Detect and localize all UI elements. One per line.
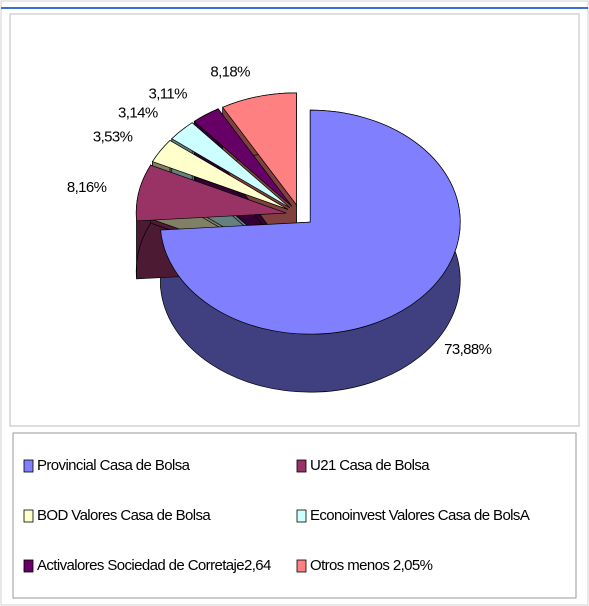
legend: Provincial Casa de Bolsa U21 Casa de Bols…: [23, 457, 530, 574]
pie-slice: [160, 109, 461, 335]
legend-swatch: [23, 459, 34, 473]
pie-slice: [171, 122, 291, 209]
legend-swatch: [23, 559, 34, 573]
pie-slice: [151, 140, 289, 210]
legend-swatch: [23, 509, 34, 523]
legend-label: BOD Valores Casa de Bolsa: [37, 507, 211, 524]
labels: 73,88% 8,16% 3,53% 3,14%3,11% 8,18%: [67, 64, 492, 358]
legend-label: Otros menos 2,05%: [310, 557, 433, 574]
legend-label: Provincial Casa de Bolsa: [37, 457, 191, 474]
value-label: 8,16%: [67, 179, 107, 196]
value-label: 8,18%: [210, 64, 250, 81]
legend-label: Econoinvest Valores Casa de BolsA: [310, 507, 530, 524]
value-label: 3,11%: [148, 86, 187, 103]
pie-slice: [193, 108, 293, 207]
value-label: 3,53%: [93, 129, 133, 146]
value-label: 73,88%: [444, 341, 492, 358]
legend-swatch: [296, 509, 307, 523]
legend-swatch: [296, 559, 307, 573]
pie-slice: [135, 164, 287, 222]
slice-tops: [135, 92, 461, 335]
legend-label: U21 Casa de Bolsa: [310, 457, 430, 474]
legend-label: Activalores Sociedad de Corretaje2,64: [37, 557, 271, 574]
legend-frame: [12, 432, 577, 599]
plot-frame: [9, 13, 580, 427]
value-label: 3,14%: [118, 104, 158, 121]
legend-swatch: [296, 459, 307, 473]
pie-slice: [222, 92, 297, 206]
